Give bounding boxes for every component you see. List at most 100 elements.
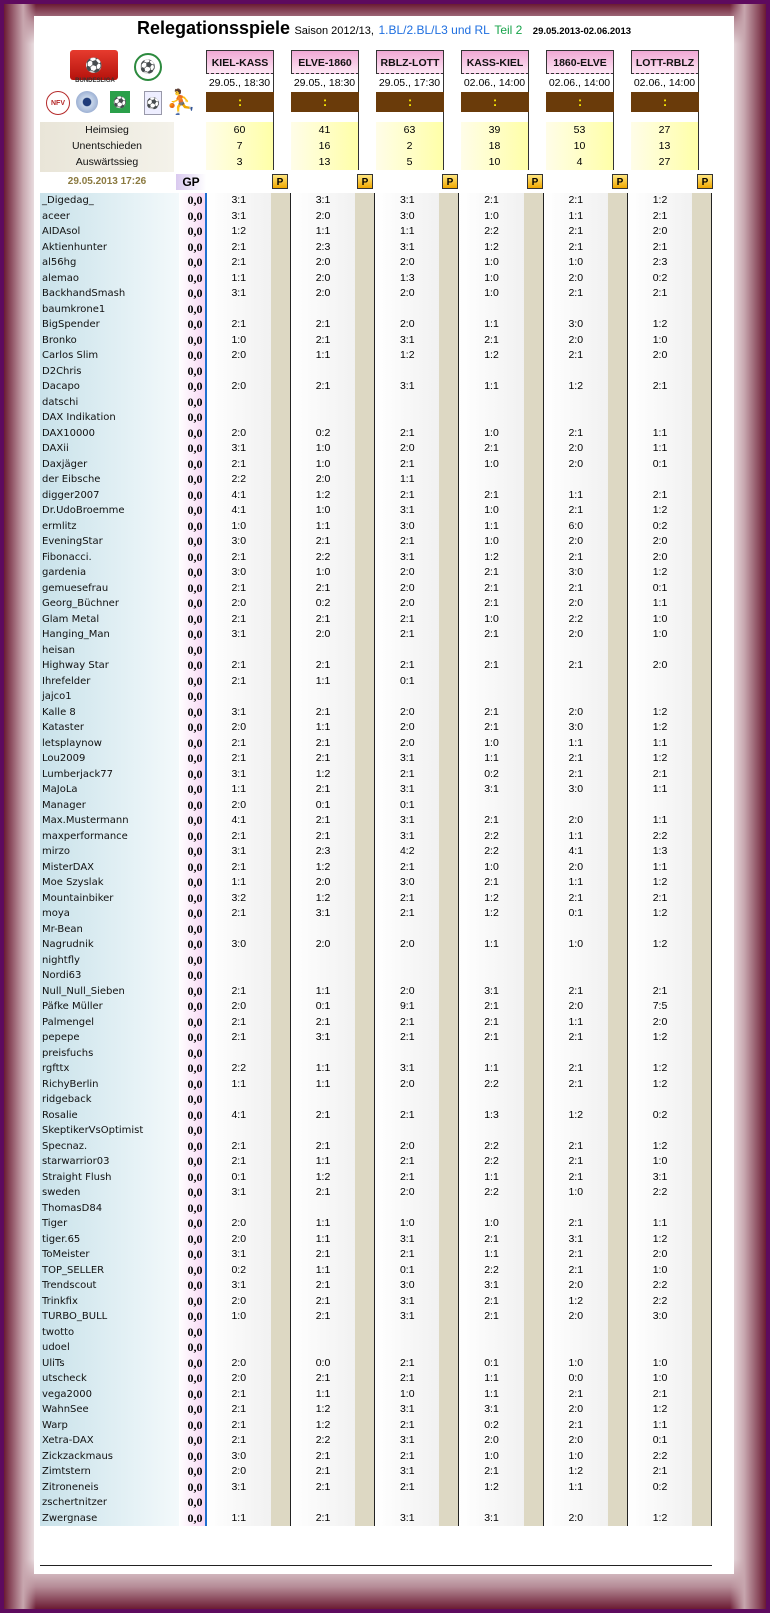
tip-cell[interactable]: 4:1: [206, 813, 271, 829]
points-button[interactable]: P: [527, 174, 543, 189]
points-button[interactable]: P: [697, 174, 713, 189]
tip-cell[interactable]: 2:0: [375, 1185, 440, 1201]
tip-cell[interactable]: 1:1: [290, 1262, 356, 1278]
tip-cell[interactable]: 2:0: [543, 1402, 608, 1418]
tip-cell[interactable]: 2:2: [459, 1154, 524, 1170]
tip-cell[interactable]: 1:1: [627, 441, 693, 457]
tip-cell[interactable]: 2:0: [206, 1216, 271, 1232]
tip-cell[interactable]: 2:1: [206, 456, 271, 472]
tip-cell[interactable]: 7:5: [627, 999, 693, 1015]
tip-cell[interactable]: 0:2: [627, 1479, 693, 1495]
tip-cell[interactable]: 1:2: [459, 549, 524, 565]
tip-cell[interactable]: [375, 1200, 440, 1216]
tip-cell[interactable]: 2:1: [459, 627, 524, 643]
tip-cell[interactable]: 3:0: [375, 1278, 440, 1294]
tip-cell[interactable]: 2:0: [206, 999, 271, 1015]
tip-cell[interactable]: 0:1: [459, 1355, 524, 1371]
tip-cell[interactable]: 1:0: [627, 1262, 693, 1278]
tip-cell[interactable]: 2:0: [206, 1355, 271, 1371]
tip-cell[interactable]: 1:0: [543, 1355, 608, 1371]
tip-cell[interactable]: [206, 1324, 271, 1340]
tip-cell[interactable]: 1:1: [627, 735, 693, 751]
tip-cell[interactable]: 3:1: [206, 704, 271, 720]
tip-cell[interactable]: 2:1: [290, 1371, 356, 1387]
tip-cell[interactable]: 2:1: [627, 487, 693, 503]
tip-cell[interactable]: 2:1: [543, 983, 608, 999]
tip-cell[interactable]: 2:1: [627, 1386, 693, 1402]
tip-cell[interactable]: 2:2: [543, 611, 608, 627]
tip-cell[interactable]: 1:1: [290, 224, 356, 240]
tip-cell[interactable]: [543, 921, 608, 937]
tip-cell[interactable]: [543, 1340, 608, 1356]
tip-cell[interactable]: 2:1: [290, 1293, 356, 1309]
tip-cell[interactable]: 3:1: [375, 782, 440, 798]
tip-cell[interactable]: [459, 689, 524, 705]
tip-cell[interactable]: [543, 642, 608, 658]
tip-cell[interactable]: 2:1: [375, 1107, 440, 1123]
tip-cell[interactable]: 1:2: [543, 1293, 608, 1309]
tip-cell[interactable]: [206, 689, 271, 705]
tip-cell[interactable]: [459, 1092, 524, 1108]
tip-cell[interactable]: [459, 394, 524, 410]
tip-cell[interactable]: 1:1: [627, 1216, 693, 1232]
tip-cell[interactable]: 3:1: [375, 503, 440, 519]
tip-cell[interactable]: [627, 363, 693, 379]
tip-cell[interactable]: 2:1: [459, 441, 524, 457]
tip-cell[interactable]: 2:1: [375, 906, 440, 922]
tip-cell[interactable]: 4:2: [375, 844, 440, 860]
tip-cell[interactable]: 1:1: [627, 425, 693, 441]
tip-cell[interactable]: 2:1: [459, 332, 524, 348]
tip-cell[interactable]: 2:1: [290, 379, 356, 395]
tip-cell[interactable]: 2:1: [206, 658, 271, 674]
tip-cell[interactable]: 2:1: [627, 208, 693, 224]
points-button[interactable]: P: [357, 174, 373, 189]
tip-cell[interactable]: 3:0: [206, 565, 271, 581]
tip-cell[interactable]: [459, 472, 524, 488]
tip-cell[interactable]: [627, 797, 693, 813]
tip-cell[interactable]: 2:1: [206, 549, 271, 565]
tip-cell[interactable]: 2:1: [543, 239, 608, 255]
tip-cell[interactable]: 0:1: [375, 1262, 440, 1278]
tip-cell[interactable]: 2:0: [543, 813, 608, 829]
tip-cell[interactable]: 2:1: [375, 425, 440, 441]
tip-cell[interactable]: 1:2: [627, 1030, 693, 1046]
tip-cell[interactable]: 1:0: [459, 425, 524, 441]
tip-cell[interactable]: 1:0: [459, 1216, 524, 1232]
tip-cell[interactable]: 2:1: [290, 1448, 356, 1464]
tip-cell[interactable]: 2:0: [543, 1309, 608, 1325]
tip-cell[interactable]: [290, 1092, 356, 1108]
tip-cell[interactable]: 2:1: [543, 549, 608, 565]
tip-cell[interactable]: 2:1: [375, 766, 440, 782]
tip-cell[interactable]: [290, 968, 356, 984]
tip-cell[interactable]: 2:0: [375, 255, 440, 271]
tip-cell[interactable]: 2:1: [543, 1169, 608, 1185]
tip-cell[interactable]: 2:1: [206, 751, 271, 767]
tip-cell[interactable]: 2:1: [543, 1076, 608, 1092]
tip-cell[interactable]: 2:1: [627, 890, 693, 906]
tip-cell[interactable]: 2:0: [627, 348, 693, 364]
tip-cell[interactable]: 1:1: [375, 472, 440, 488]
tip-cell[interactable]: 1:2: [290, 487, 356, 503]
tip-cell[interactable]: [206, 968, 271, 984]
tip-cell[interactable]: 2:0: [459, 1433, 524, 1449]
tip-cell[interactable]: 2:1: [290, 735, 356, 751]
tip-cell[interactable]: 2:1: [206, 580, 271, 596]
tip-cell[interactable]: 2:1: [375, 487, 440, 503]
tip-cell[interactable]: 1:3: [459, 1107, 524, 1123]
tip-cell[interactable]: [459, 921, 524, 937]
tip-cell[interactable]: 1:0: [459, 503, 524, 519]
tip-cell[interactable]: 1:0: [543, 255, 608, 271]
tip-cell[interactable]: [290, 301, 356, 317]
tip-cell[interactable]: 2:0: [627, 1014, 693, 1030]
tip-cell[interactable]: 0:0: [290, 1355, 356, 1371]
tip-cell[interactable]: 1:1: [627, 782, 693, 798]
tip-cell[interactable]: 4:1: [206, 1107, 271, 1123]
tip-cell[interactable]: 2:1: [543, 1154, 608, 1170]
tip-cell[interactable]: [290, 1123, 356, 1139]
tip-cell[interactable]: [627, 1092, 693, 1108]
tip-cell[interactable]: 2:0: [206, 1293, 271, 1309]
tip-cell[interactable]: 2:0: [627, 224, 693, 240]
tip-cell[interactable]: 1:0: [206, 1309, 271, 1325]
tip-cell[interactable]: 2:1: [290, 1309, 356, 1325]
tip-cell[interactable]: [627, 1045, 693, 1061]
